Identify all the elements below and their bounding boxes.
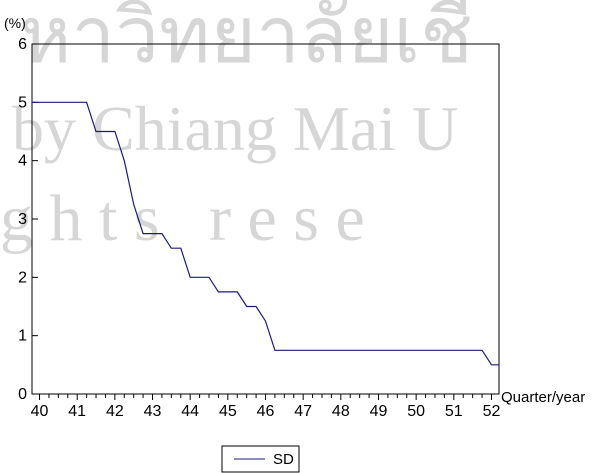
- y-tick-label: 1: [18, 328, 27, 345]
- watermark-line-2: by Chiang Mai U: [12, 93, 458, 164]
- x-tick-label: 48: [332, 403, 350, 420]
- y-axis-unit-label: (%): [4, 15, 26, 31]
- y-tick-label: 2: [18, 269, 27, 286]
- y-tick-label: 3: [18, 211, 27, 228]
- x-tick-label: 44: [181, 403, 199, 420]
- x-tick-label: 51: [445, 403, 463, 420]
- series-line-sd: [32, 101, 499, 366]
- series-layer: [32, 101, 499, 366]
- x-tick-label: 50: [407, 403, 425, 420]
- x-tick-label: 47: [294, 403, 312, 420]
- x-tick-label: 43: [144, 403, 162, 420]
- legend-series-label: SD: [273, 451, 294, 468]
- y-tick-label: 6: [18, 36, 27, 53]
- watermark-line-3: g h t s r e s e: [0, 182, 365, 255]
- x-tick-label: 41: [68, 403, 86, 420]
- x-tick-label: 52: [483, 403, 501, 420]
- x-tick-label: 49: [370, 403, 388, 420]
- y-tick-label: 5: [18, 94, 27, 111]
- x-tick-label: 42: [106, 403, 124, 420]
- watermark-line-1: หาวิทยาลัยเชี: [20, 0, 473, 79]
- y-tick-label: 0: [18, 386, 27, 403]
- x-tick-label: 46: [257, 403, 275, 420]
- y-tick-label: 4: [18, 153, 27, 170]
- legend: SD: [221, 445, 300, 473]
- x-tick-label: 45: [219, 403, 237, 420]
- x-axis-title: Quarter/year: [501, 389, 585, 406]
- x-tick-label: 40: [31, 403, 49, 420]
- watermark: หาวิทยาลัยเชี by Chiang Mai U g h t s r …: [0, 0, 473, 255]
